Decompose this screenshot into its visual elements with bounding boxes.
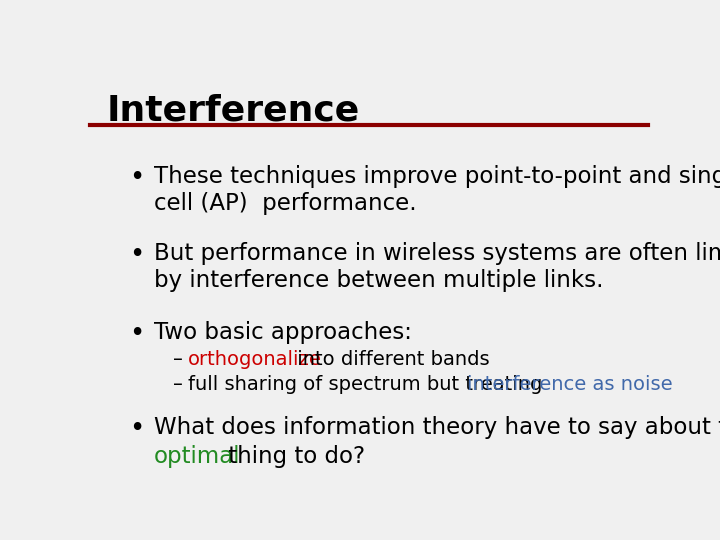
Text: •: •: [129, 416, 144, 442]
Text: optimal: optimal: [154, 446, 240, 468]
Text: •: •: [129, 321, 144, 347]
Text: by interference between multiple links.: by interference between multiple links.: [154, 268, 603, 292]
Text: full sharing of spectrum but treating: full sharing of spectrum but treating: [188, 375, 548, 394]
Text: •: •: [129, 241, 144, 267]
Text: into different bands: into different bands: [292, 349, 490, 369]
Text: Interference: Interference: [107, 94, 360, 128]
Text: •: •: [129, 165, 144, 191]
Text: These techniques improve point-to-point and single: These techniques improve point-to-point …: [154, 165, 720, 187]
Text: –: –: [173, 375, 182, 394]
Text: –: –: [173, 349, 182, 369]
Text: orthogonalize: orthogonalize: [188, 349, 322, 369]
Text: interference as noise: interference as noise: [467, 375, 672, 394]
Text: thing to do?: thing to do?: [221, 446, 365, 468]
Text: Two basic approaches:: Two basic approaches:: [154, 321, 412, 343]
Text: cell (AP)  performance.: cell (AP) performance.: [154, 192, 417, 214]
Text: But performance in wireless systems are often limited: But performance in wireless systems are …: [154, 241, 720, 265]
Text: What does information theory have to say about the: What does information theory have to say…: [154, 416, 720, 439]
